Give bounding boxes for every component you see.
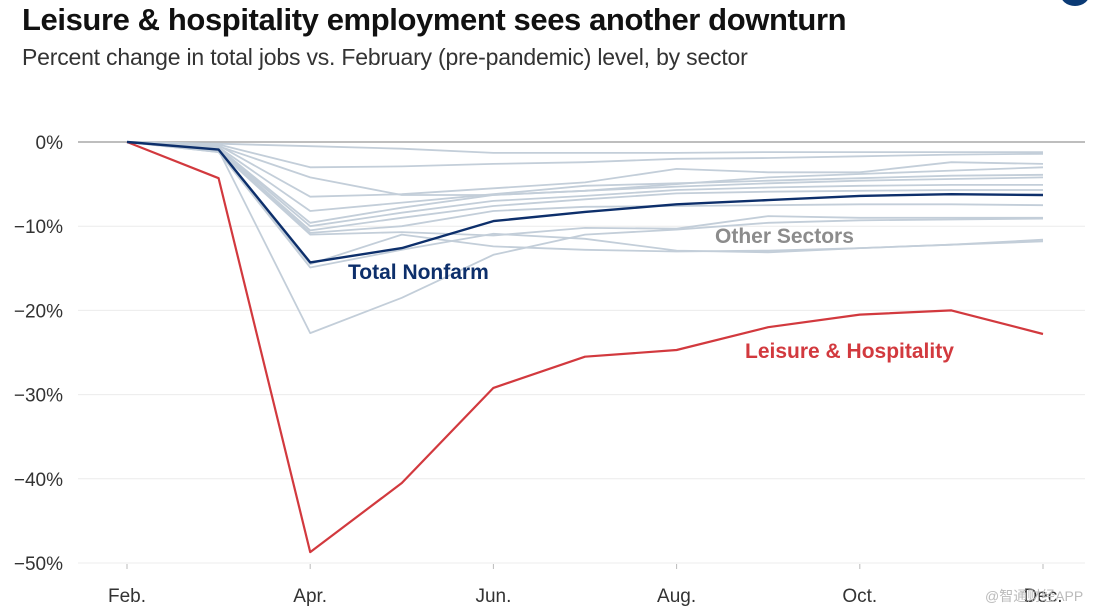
x-tick-label: Feb. [108,586,146,607]
other-sector-line [126,141,1044,212]
other-sector-line [126,141,1043,154]
highlight-lines [126,140,1044,554]
chart-subtitle: Percent change in total jobs vs. Februar… [22,44,748,70]
y-tick-label: −10% [14,217,63,238]
y-tick-label: −40% [14,470,63,491]
x-tick-label: Apr. [293,586,327,607]
y-axis-ticks: 0% −10% −20% −30% −40% −50% [14,133,63,575]
other-sector-line [126,141,1043,228]
gridlines [78,141,1085,564]
other-sector-line [126,141,1044,169]
other-sector-line [126,141,1044,234]
x-tick-label: Jun. [475,586,511,607]
x-axis-ticks: Feb. Apr. Jun. Aug. Oct. Dec. [108,564,1063,607]
y-tick-label: −50% [14,554,63,575]
other-sector-line [126,141,1043,232]
leisure-hospitality-label: Leisure & Hospitality [745,340,954,363]
y-tick-label: −20% [14,301,63,322]
other-sector-line [126,141,1044,266]
other-sector-line [126,141,1044,224]
y-tick-label: 0% [36,133,64,154]
x-tick-label: Aug. [657,586,696,607]
x-tick-label: Dec. [1023,586,1062,607]
leisure-hospitality-line [126,140,1044,554]
total-nonfarm-label: Total Nonfarm [348,261,489,284]
other-sectors-lines [126,141,1044,335]
series-labels: Total Nonfarm Other Sectors Leisure & Ho… [348,225,954,363]
watermark: @智通财经APP [985,588,1084,604]
other-sector-line [126,141,1044,335]
brand-dot [1060,0,1090,6]
other-sector-line [126,141,1043,237]
y-tick-label: −30% [14,386,63,407]
x-tick-label: Oct. [842,586,877,607]
other-sectors-label: Other Sectors [715,225,854,248]
chart-title: Leisure & hospitality employment sees an… [22,2,847,37]
other-sector-line [126,141,1044,198]
total-nonfarm-line [126,140,1044,264]
